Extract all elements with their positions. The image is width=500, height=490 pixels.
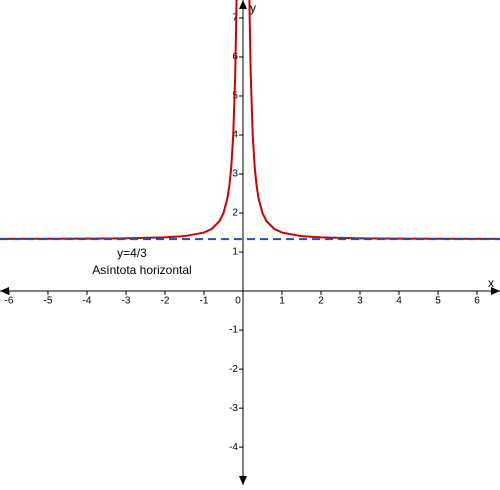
x-tick-label: 0 (235, 296, 241, 307)
arrow (239, 476, 247, 485)
annotation: Asíntota horizontal (92, 263, 191, 277)
x-tick-label: -6 (5, 296, 14, 307)
x-axis-label: x (488, 276, 494, 290)
y-axis-label: y (250, 1, 256, 15)
y-tick-label: -3 (229, 403, 238, 414)
y-tick-label: 2 (232, 208, 238, 219)
x-tick-label: 5 (435, 296, 441, 307)
arrow (239, 0, 247, 9)
y-tick-label: 3 (232, 169, 238, 180)
x-tick-label: 6 (474, 296, 480, 307)
x-tick-label: 3 (357, 296, 363, 307)
y-tick-label: -4 (229, 442, 238, 453)
x-tick-label: -1 (200, 296, 209, 307)
x-tick-label: 4 (396, 296, 402, 307)
function-curve (0, 0, 500, 240)
y-tick-label: 4 (232, 130, 238, 141)
x-tick-label: -5 (44, 296, 53, 307)
x-tick-label: -2 (161, 296, 170, 307)
y-tick-label: 1 (232, 247, 238, 258)
x-tick-label: -4 (83, 296, 92, 307)
x-tick-label: 2 (318, 296, 324, 307)
y-tick-label: -2 (229, 364, 238, 375)
x-tick-label: -3 (122, 296, 131, 307)
annotation: y=4/3 (117, 246, 147, 260)
x-tick-label: 1 (279, 296, 285, 307)
arrow (491, 287, 500, 295)
arrow (0, 287, 9, 295)
y-tick-label: -1 (229, 325, 238, 336)
